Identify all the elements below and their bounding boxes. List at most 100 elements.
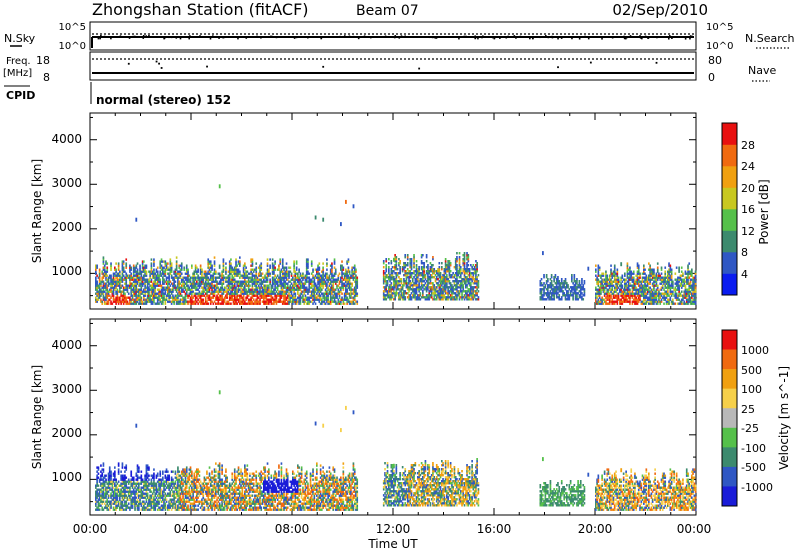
heatmap-cell <box>177 302 179 305</box>
heatmap-cell <box>409 262 412 265</box>
heatmap-cell <box>473 286 476 289</box>
heatmap-cell <box>423 280 425 283</box>
heatmap-cell <box>423 262 425 265</box>
heatmap-cell <box>198 282 201 285</box>
heatmap-cell <box>254 278 256 281</box>
heatmap-cell <box>611 286 614 289</box>
heatmap-cell <box>459 276 462 279</box>
heatmap-cell <box>316 288 318 291</box>
heatmap-cell <box>228 296 231 299</box>
heatmap-cell <box>444 264 447 267</box>
heatmap-cell <box>255 270 258 273</box>
heatmap-cell <box>101 272 104 275</box>
nsky-sample <box>668 35 671 37</box>
heatmap-cell <box>250 268 252 271</box>
heatmap-cell <box>280 288 283 291</box>
heatmap-cell <box>252 288 255 291</box>
heatmap-cell <box>602 280 605 283</box>
heatmap-cell <box>442 288 444 291</box>
heatmap-cell <box>602 284 605 287</box>
heatmap-cell <box>286 278 289 281</box>
heatmap-cell <box>631 272 634 275</box>
heatmap-cell <box>438 270 441 273</box>
heatmap-cell <box>321 302 323 305</box>
heatmap-cell <box>451 290 453 293</box>
heatmap-cell <box>236 290 239 293</box>
heatmap-cell <box>327 280 329 283</box>
nave-sample <box>158 62 160 65</box>
heatmap-cell <box>649 302 651 305</box>
heatmap-cell <box>144 264 146 267</box>
heatmap-cell <box>312 268 314 271</box>
heatmap-cell <box>447 296 449 299</box>
heatmap-cell <box>139 302 141 305</box>
cpid-value: normal (stereo) 152 <box>96 93 231 107</box>
heatmap-cell <box>231 282 234 285</box>
heatmap-cell <box>567 298 569 301</box>
heatmap-cell <box>453 296 456 299</box>
heatmap-cell <box>347 298 350 301</box>
heatmap-cell <box>348 286 351 289</box>
heatmap-cell <box>151 274 154 277</box>
heatmap-cell <box>417 272 419 275</box>
heatmap-cell <box>649 268 651 271</box>
heatmap-cell <box>427 282 429 285</box>
heatmap-cell <box>343 278 346 281</box>
heatmap-cell <box>185 288 188 291</box>
heatmap-cell <box>160 288 163 291</box>
heatmap-cell <box>196 276 198 279</box>
nsky-sample <box>189 35 191 37</box>
heatmap-cell <box>236 288 239 291</box>
heatmap-cell <box>475 282 477 285</box>
heatmap-cell <box>98 274 101 277</box>
heatmap-cell <box>554 286 557 289</box>
heatmap-cell <box>112 282 115 285</box>
heatmap-cell <box>175 260 178 263</box>
heatmap-cell <box>398 284 400 287</box>
heatmap-cell <box>548 296 550 299</box>
heatmap-cell <box>203 270 206 273</box>
heatmap-cell <box>576 278 578 281</box>
heatmap-cell <box>453 274 456 277</box>
heatmap-cell <box>625 292 627 295</box>
nsky-sample <box>142 35 145 37</box>
heatmap-cell <box>233 288 236 291</box>
heatmap-cell <box>116 280 119 283</box>
heatmap-cell <box>170 292 173 295</box>
heatmap-cell <box>595 292 597 295</box>
heatmap-cell <box>342 268 345 271</box>
heatmap-cell <box>458 262 461 265</box>
heatmap-cell <box>216 294 218 297</box>
heatmap-cell <box>312 280 314 283</box>
heatmap-cell <box>303 290 306 293</box>
heatmap-cell <box>188 274 191 277</box>
heatmap-cell <box>201 300 203 303</box>
heatmap-cell <box>196 270 198 273</box>
heatmap-cell <box>337 298 340 301</box>
heatmap-cell <box>206 284 208 287</box>
heatmap-cell <box>182 280 184 283</box>
heatmap-cell <box>139 268 141 271</box>
heatmap-cell <box>279 258 282 261</box>
heatmap-cell <box>273 268 275 271</box>
heatmap-cell <box>226 276 228 279</box>
heatmap-cell <box>189 292 192 295</box>
nsky-sample <box>513 35 516 37</box>
heatmap-cell <box>600 290 602 293</box>
heatmap-cell <box>228 274 231 277</box>
heatmap-cell <box>319 280 322 283</box>
heatmap-cell <box>620 300 622 303</box>
heatmap-cell <box>631 276 634 279</box>
heatmap-cell <box>178 264 181 267</box>
heatmap-cell <box>331 274 333 277</box>
heatmap-cell <box>139 284 141 287</box>
heatmap-cell <box>559 284 562 287</box>
heatmap-cell <box>252 298 255 301</box>
heatmap-cell <box>292 286 294 289</box>
heatmap-cell <box>260 278 263 281</box>
heatmap-cell <box>539 282 542 285</box>
heatmap-cell <box>149 274 151 277</box>
heatmap-cell <box>293 298 295 301</box>
heatmap-cell <box>164 262 167 265</box>
heatmap-cell <box>624 292 626 295</box>
